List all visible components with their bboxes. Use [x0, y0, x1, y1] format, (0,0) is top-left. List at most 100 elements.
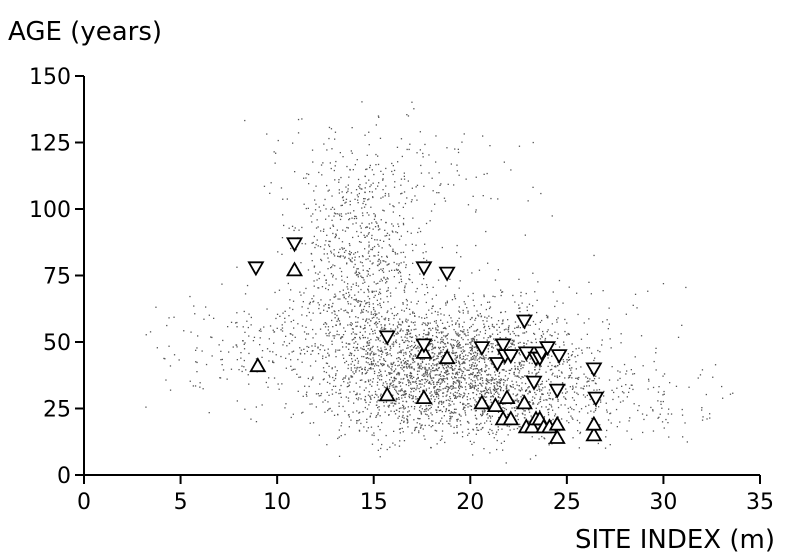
background-point	[387, 353, 389, 356]
background-point	[458, 386, 460, 388]
background-point	[510, 385, 512, 388]
background-point	[441, 430, 444, 432]
background-point	[313, 265, 316, 267]
background-point	[378, 116, 380, 118]
background-point	[388, 244, 390, 246]
background-point	[378, 372, 380, 374]
background-point	[393, 430, 395, 432]
background-point	[529, 391, 531, 393]
background-point	[352, 346, 355, 348]
background-point	[409, 332, 412, 334]
background-point	[396, 357, 398, 360]
background-point	[487, 262, 489, 264]
background-point	[345, 213, 347, 215]
background-point	[417, 377, 419, 379]
background-point	[323, 253, 325, 255]
background-point	[426, 316, 428, 319]
background-point	[434, 347, 436, 349]
background-point	[503, 369, 505, 371]
background-point	[409, 333, 411, 335]
background-point	[395, 333, 397, 335]
background-point	[488, 325, 490, 328]
background-point	[374, 294, 376, 297]
background-point	[538, 371, 540, 373]
background-point	[518, 352, 520, 354]
background-point	[503, 384, 505, 386]
background-point	[437, 406, 439, 408]
background-point	[586, 394, 588, 397]
background-point	[349, 253, 351, 255]
background-point	[313, 235, 315, 238]
background-point	[482, 320, 484, 322]
background-point	[321, 174, 323, 176]
background-point	[333, 169, 335, 172]
background-point	[447, 386, 449, 388]
background-point	[400, 378, 402, 380]
background-point	[398, 238, 401, 241]
background-point	[471, 443, 473, 445]
background-point	[417, 367, 419, 369]
background-point	[268, 377, 270, 379]
background-point	[681, 324, 683, 326]
background-point	[544, 438, 546, 440]
background-point	[418, 383, 420, 385]
background-point	[338, 251, 340, 254]
background-point	[479, 313, 481, 315]
background-point	[398, 264, 400, 267]
background-point	[473, 354, 475, 357]
background-point	[411, 199, 413, 201]
background-point	[479, 382, 481, 384]
background-point	[348, 296, 350, 298]
background-point	[370, 367, 372, 369]
background-point	[447, 342, 449, 344]
background-point	[383, 276, 385, 278]
background-point	[712, 376, 714, 378]
background-point	[478, 396, 480, 399]
background-point	[473, 364, 475, 367]
background-point	[379, 304, 381, 307]
background-point	[410, 201, 413, 203]
background-point	[519, 363, 521, 366]
background-point	[341, 247, 343, 249]
background-point	[445, 335, 447, 337]
background-point	[429, 382, 431, 384]
background-point	[403, 217, 405, 220]
background-point	[405, 384, 407, 386]
background-point	[489, 387, 491, 389]
background-point	[486, 414, 488, 416]
background-point	[453, 294, 456, 296]
background-point	[284, 310, 286, 312]
background-point	[377, 413, 379, 416]
background-point	[434, 392, 436, 394]
background-point	[433, 383, 435, 385]
background-point	[442, 341, 445, 344]
background-point	[511, 368, 513, 370]
background-point	[408, 366, 410, 368]
background-point	[452, 344, 455, 346]
background-point	[307, 269, 310, 271]
background-point	[369, 347, 372, 349]
background-point	[432, 425, 434, 427]
background-point	[388, 234, 391, 236]
background-point	[413, 358, 415, 360]
background-point	[288, 353, 290, 355]
background-point	[399, 390, 401, 392]
background-point	[336, 330, 338, 332]
background-point	[388, 366, 390, 368]
background-point	[337, 414, 339, 416]
triangle-up-point	[585, 426, 603, 442]
background-point	[382, 382, 385, 384]
background-point	[309, 422, 311, 424]
background-point	[368, 301, 370, 303]
background-point	[402, 224, 405, 226]
background-point	[401, 339, 403, 341]
background-point	[497, 429, 499, 431]
background-point	[392, 211, 394, 213]
background-point	[462, 395, 464, 397]
background-point	[625, 373, 627, 375]
background-point	[378, 354, 380, 357]
background-point	[444, 200, 447, 202]
background-point	[364, 398, 366, 401]
background-point	[442, 339, 444, 341]
background-point	[373, 353, 376, 356]
